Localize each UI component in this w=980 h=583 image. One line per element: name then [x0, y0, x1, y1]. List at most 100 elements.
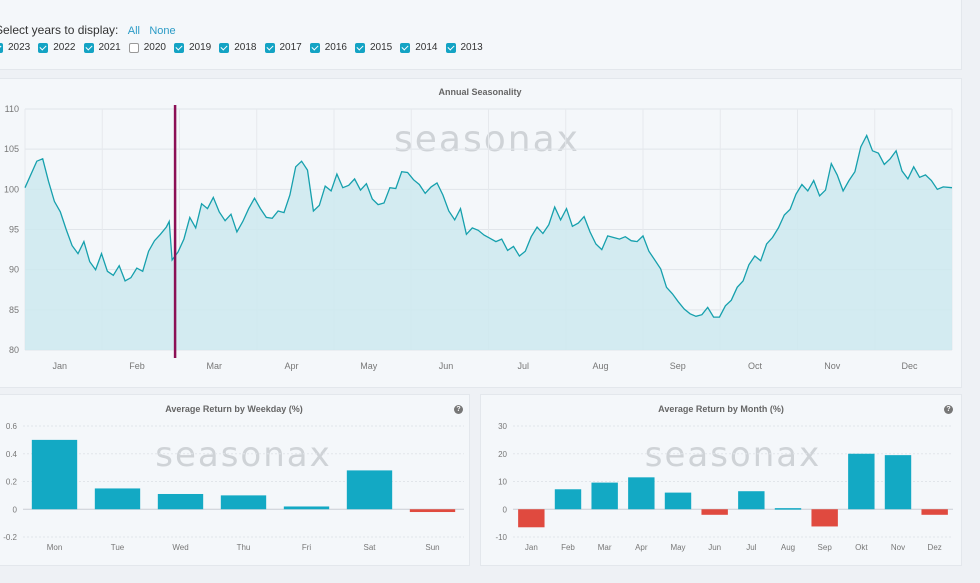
x-tick-label: Mon — [47, 543, 63, 552]
y-tick-label: 80 — [9, 345, 19, 355]
year-checkbox-2014[interactable]: 2014 — [400, 42, 438, 53]
filter-mode-1[interactable]: Bearish — [30, 0, 61, 1]
y-tick-label: 95 — [9, 225, 19, 235]
checkbox-checked-icon[interactable] — [355, 42, 365, 53]
x-tick-label: Thu — [237, 543, 251, 552]
years-checkbox-row: 2023 2022 2021 2020 2019 2018 2017 2016 2015 2014… — [0, 42, 491, 53]
bar-jun — [701, 509, 728, 515]
annual-seasonality-chart[interactable]: seasonax 80 85 90 95 100 105 110 Jan Feb Mar Apr May… — [0, 79, 961, 387]
year-checkbox-2018[interactable]: 2018 — [219, 42, 257, 53]
year-label: 2013 — [460, 42, 483, 53]
bar-jul — [738, 491, 765, 510]
checkbox-checked-icon[interactable] — [38, 42, 49, 53]
year-checkbox-2017[interactable]: 2017 — [264, 42, 302, 53]
x-tick-label: Nov — [824, 361, 841, 371]
bar-dez — [921, 509, 948, 515]
year-checkbox-2016[interactable]: 2016 — [309, 42, 347, 53]
year-checkbox-2015[interactable]: 2015 — [355, 42, 392, 53]
y-tick-label: 0.4 — [6, 450, 18, 459]
bar-wed — [157, 493, 204, 510]
year-label: 2021 — [98, 42, 121, 53]
year-checkbox-2019[interactable]: 2019 — [174, 42, 211, 53]
annual-seasonality-panel: Annual Seasonality seasonax 80 85 90 95 100 10… — [0, 78, 962, 388]
checkbox-checked-icon[interactable] — [174, 42, 184, 53]
filter-mode-5[interactable]: Post Elections — [224, 0, 281, 1]
year-label: 2016 — [324, 42, 347, 53]
weekday-bar-chart[interactable]: seasonax -0.2 0 0.2 0.4 0.6 Mon Tue Wed Thu Fri Sat… — [0, 395, 469, 565]
x-tick-label: Okt — [855, 543, 868, 552]
checkbox-checked-icon[interactable] — [445, 42, 456, 53]
checkbox-checked-icon[interactable] — [219, 42, 230, 53]
year-checkbox-2022[interactable]: 2022 — [38, 42, 76, 53]
x-tick-label: Sep — [818, 543, 833, 552]
filter-mode-0[interactable]: Bullish — [0, 0, 20, 1]
y-tick-label: 100 — [4, 184, 19, 194]
year-label: 2017 — [279, 42, 302, 53]
x-tick-label: Aug — [781, 543, 795, 552]
checkbox-unchecked-icon[interactable] — [128, 42, 139, 53]
checkbox-checked-icon[interactable] — [0, 42, 3, 53]
x-tick-label: Sep — [670, 361, 686, 371]
filter-mode-2[interactable]: Even Years — [70, 0, 116, 1]
year-checkbox-2020[interactable]: 2020 — [128, 42, 166, 53]
bar-may — [664, 492, 692, 510]
y-tick-label: 105 — [4, 144, 19, 154]
filter-mode-7[interactable]: Pre Election — [373, 0, 422, 1]
bar-sat — [346, 470, 393, 510]
select-all-link[interactable]: All — [127, 25, 140, 37]
checkbox-checked-icon[interactable] — [309, 42, 320, 53]
y-tick-label: 110 — [5, 104, 19, 114]
x-tick-label: Fri — [302, 543, 312, 552]
y-tick-label: 20 — [498, 450, 507, 459]
x-tick-label: Apr — [285, 361, 299, 371]
filter-mode-3[interactable]: Odd Years — [126, 0, 168, 1]
filter-mode-4[interactable]: Elections — [178, 0, 215, 1]
month-chart-title: Average Return by Month (%) — [658, 404, 784, 414]
x-tick-label: Feb — [561, 543, 575, 552]
year-label: 2015 — [370, 42, 393, 53]
month-help-icon[interactable]: ? — [944, 405, 953, 414]
checkbox-checked-icon[interactable] — [400, 42, 411, 53]
y-tick-label: 30 — [498, 422, 507, 431]
years-selector-label: Select years to display: All None — [0, 23, 176, 37]
y-tick-label: 90 — [9, 265, 19, 275]
weekday-help-icon[interactable]: ? — [454, 405, 463, 414]
bar-aug — [774, 508, 802, 510]
bar-nov — [884, 455, 912, 510]
filter-mode-6[interactable]: Midterm Elections — [291, 0, 363, 1]
y-tick-label: -10 — [495, 533, 507, 542]
year-label: 2023 — [8, 42, 31, 53]
x-tick-label: Jun — [439, 361, 454, 371]
x-tick-label: Mar — [598, 543, 612, 552]
x-tick-label: Oct — [748, 361, 763, 371]
x-tick-label: Mar — [207, 361, 223, 371]
x-tick-label: May — [670, 543, 685, 552]
x-tick-label: May — [360, 361, 378, 371]
year-checkbox-2013[interactable]: 2013 — [445, 42, 483, 53]
select-none-link[interactable]: None — [149, 25, 176, 37]
y-tick-label: 0 — [13, 505, 18, 514]
x-tick-label: Jul — [746, 543, 756, 552]
page-gutter — [964, 0, 980, 583]
year-checkbox-2023[interactable]: 2023 — [0, 42, 30, 53]
month-return-panel: Average Return by Month (%) ? seasonax -1… — [480, 394, 962, 566]
bar-jan — [518, 509, 545, 528]
x-tick-label: Jul — [518, 361, 530, 371]
checkbox-checked-icon[interactable] — [264, 42, 275, 53]
x-tick-label: Sat — [363, 543, 376, 552]
x-tick-label: Dec — [902, 361, 919, 371]
x-tick-label: Sun — [425, 543, 439, 552]
bar-thu — [220, 495, 267, 510]
seasonality-area — [25, 135, 952, 350]
bar-fri — [283, 506, 330, 510]
y-tick-label: -0.2 — [3, 533, 17, 542]
x-tick-label: Apr — [635, 543, 648, 552]
seasonality-line — [24, 133, 953, 318]
year-checkbox-2021[interactable]: 2021 — [83, 42, 121, 53]
bar-mar — [591, 482, 618, 510]
checkbox-checked-icon[interactable] — [83, 42, 94, 53]
watermark-text: seasonax — [645, 435, 822, 475]
bar-sun — [409, 509, 456, 513]
y-tick-label: 0.2 — [6, 478, 18, 487]
